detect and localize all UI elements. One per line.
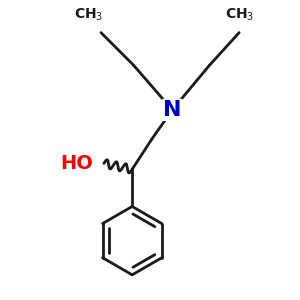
Text: CH$_3$: CH$_3$ <box>74 7 104 23</box>
Text: CH$_3$: CH$_3$ <box>224 7 254 23</box>
Text: N: N <box>163 100 182 120</box>
Text: HO: HO <box>61 154 94 173</box>
